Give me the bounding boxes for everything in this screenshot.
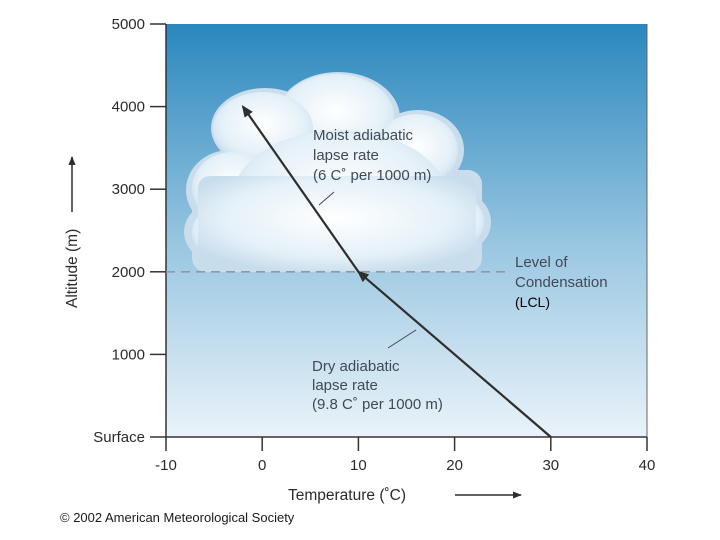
y-tick-label: 4000	[112, 99, 145, 116]
x-tick-label: -10	[155, 457, 177, 474]
x-tick-label: 0	[258, 457, 266, 474]
condensation-label-line1: Level of	[515, 254, 568, 271]
y-tick-label: 2000	[112, 264, 145, 281]
dry-label-line3: (9.8 C˚ per 1000 m)	[312, 396, 443, 413]
moist-label-line2: lapse rate	[313, 147, 379, 164]
y-tick-label: Surface	[93, 429, 145, 446]
y-axis-title: Altitude (m)	[64, 229, 81, 308]
y-tick-label: 3000	[112, 181, 145, 198]
x-axis-ticks: -10 0 10 20 30 40	[155, 437, 655, 474]
y-axis-title-group: Altitude (m)	[64, 156, 81, 308]
condensation-label-line2: Condensation	[515, 274, 608, 291]
lcl-label: (LCL)	[515, 294, 550, 310]
y-tick-label: 5000	[112, 16, 145, 33]
moist-label-line3: (6 C˚ per 1000 m)	[313, 167, 431, 184]
cloud-icon	[184, 72, 491, 272]
x-tick-label: 30	[542, 457, 559, 474]
x-axis-title: Temperature (˚C)	[288, 487, 406, 504]
x-axis-title-group: Temperature (˚C)	[288, 487, 522, 504]
dry-label-line2: lapse rate	[312, 377, 378, 394]
moist-label-line1: Moist adiabatic	[313, 127, 414, 144]
x-tick-label: 10	[350, 457, 367, 474]
dry-leader-line	[387, 329, 417, 349]
y-axis-ticks: Surface 1000 2000 3000 4000 5000	[93, 16, 166, 446]
y-tick-label: 1000	[112, 346, 145, 363]
moist-leader-line	[318, 191, 335, 206]
dry-adiabatic-line	[356, 270, 552, 438]
dry-label-line1: Dry adiabatic	[312, 358, 400, 375]
moist-adiabatic-line	[241, 104, 360, 273]
x-tick-label: 40	[639, 457, 656, 474]
x-tick-label: 20	[446, 457, 463, 474]
copyright-credit: © 2002 American Meteorological Society	[60, 510, 295, 525]
